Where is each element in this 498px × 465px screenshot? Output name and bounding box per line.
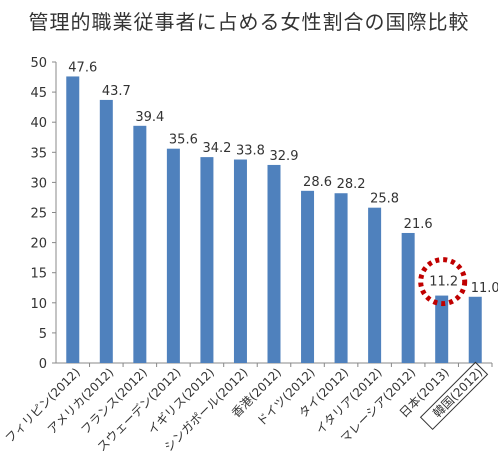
bar <box>200 157 214 363</box>
bar <box>401 232 415 363</box>
bar <box>301 190 315 363</box>
label-highlight-box <box>419 361 489 430</box>
y-tick-label: 10 <box>30 297 47 312</box>
data-label: 43.7 <box>102 84 131 99</box>
data-label: 32.9 <box>270 149 299 164</box>
data-label: 25.8 <box>370 192 399 207</box>
bars <box>66 76 482 364</box>
bar <box>99 99 113 364</box>
y-tick-label: 30 <box>30 176 47 191</box>
data-label: 35.6 <box>169 133 198 148</box>
y-tick-label: 40 <box>30 116 47 131</box>
data-label: 28.6 <box>303 175 332 190</box>
y-tick-label: 35 <box>30 146 47 161</box>
bar <box>435 295 449 363</box>
y-tick-label: 45 <box>30 86 47 101</box>
x-tick-labels: フィリピン(2012)アメリカ(2012)フランス(2012)スウェーデン(20… <box>3 361 489 454</box>
y-tick-label: 0 <box>39 357 47 372</box>
bar <box>233 159 247 363</box>
y-tick-label: 20 <box>30 237 47 252</box>
highlight-circle <box>418 257 468 307</box>
y-tick-label: 25 <box>30 207 47 222</box>
data-label: 47.6 <box>68 60 97 75</box>
annotations <box>418 257 468 307</box>
bar <box>334 193 348 363</box>
y-tick-label: 50 <box>30 56 47 71</box>
data-label: 11.2 <box>429 275 458 290</box>
data-label: 28.2 <box>337 177 366 192</box>
y-tick-label: 15 <box>30 267 47 282</box>
bar <box>468 296 482 363</box>
bar <box>133 125 147 363</box>
data-label: 11.0 <box>471 281 498 296</box>
data-label: 34.2 <box>202 141 231 156</box>
data-labels: 47.6 43.7 39.4 35.6 34.2 33.8 32.9 28.6 28.2 25.8… <box>68 60 498 295</box>
y-tick-labels: 0 5 10 15 20 25 30 35 40 45 50 <box>30 56 47 372</box>
bar <box>368 207 382 363</box>
data-label: 39.4 <box>135 110 164 125</box>
bar <box>66 76 80 363</box>
data-label: 21.6 <box>404 217 433 232</box>
chart-title: 管理的職業従事者に占める女性割合の国際比較 <box>28 10 470 34</box>
bar <box>267 164 281 363</box>
y-tick-label: 5 <box>39 327 47 342</box>
bar <box>166 148 180 363</box>
data-label: 33.8 <box>236 144 265 159</box>
